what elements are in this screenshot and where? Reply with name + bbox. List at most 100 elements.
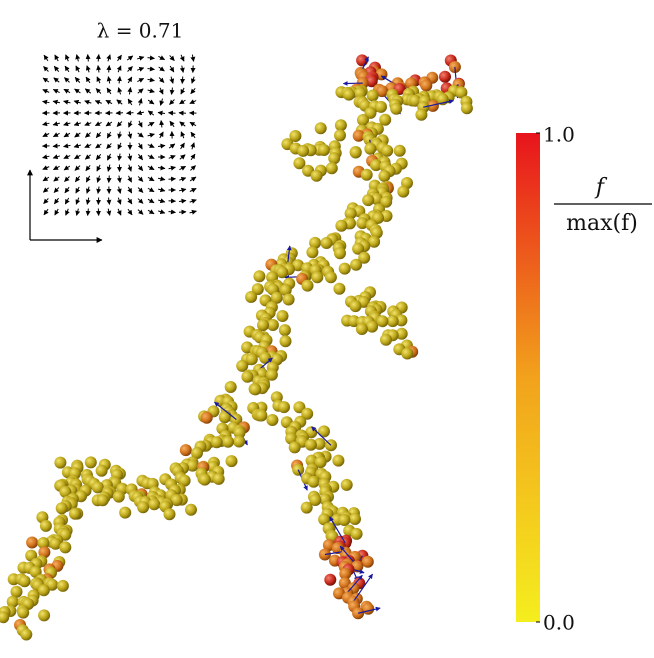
field-arrow [73,121,81,127]
field-arrow [168,155,176,160]
force-arrow [329,516,346,544]
field-arrow [127,66,133,72]
monomer [318,513,331,526]
field-arrow [137,132,144,138]
field-arrow [106,131,112,139]
field-arrow [64,186,70,194]
field-arrow [84,154,92,160]
monomer [304,438,317,451]
field-arrow [42,99,50,105]
monomer [253,270,266,283]
monomer [357,114,369,126]
monomer [311,271,324,284]
monomer [293,157,306,170]
field-arrow [137,66,145,72]
field-arrow [116,121,123,127]
monomer [259,351,272,364]
monomer [334,129,346,142]
field-arrow [137,153,143,161]
monomer [289,130,302,142]
monomer [200,411,213,424]
field-arrow [137,142,143,150]
field-arrow [116,54,122,62]
monomer [338,514,351,526]
field-arrow [137,176,144,182]
field-arrow [85,208,91,216]
tick-label: 0.0 [543,611,575,635]
field-arrow [96,65,102,73]
vector-field [42,54,197,216]
field-arrow [74,88,81,94]
monomer [266,319,279,331]
field-arrow [106,175,112,183]
monomer [366,320,379,333]
field-arrow [147,66,155,72]
field-arrow [106,143,112,149]
field-arrow [168,110,176,116]
field-arrow [52,154,60,160]
field-arrow [42,187,49,193]
field-arrow [64,197,70,205]
field-arrow [179,65,185,73]
monomer [245,353,258,366]
field-arrow [75,208,81,216]
monomer [270,291,283,304]
field-arrow [85,132,91,138]
field-arrow [189,209,197,215]
field-arrow [74,132,81,138]
monomer [314,456,327,469]
field-arrow [106,164,112,172]
field-arrow [63,132,71,138]
monomer [397,185,410,198]
monomer [38,546,51,559]
field-arrow [54,54,60,62]
field-arrow [137,198,144,204]
monomer [236,359,249,372]
monomer [370,159,382,172]
monomer [379,113,392,126]
field-arrow [95,88,102,94]
field-arrow [137,77,145,83]
field-arrow [52,99,61,105]
field-arrow [64,176,70,182]
field-arrow [158,55,166,61]
field-arrow [73,99,82,105]
monomer [17,606,30,619]
field-arrow [168,143,176,149]
tick-label: 1.0 [543,123,575,147]
field-arrow [158,87,164,95]
field-arrow [63,99,71,105]
field-arrow [147,198,155,204]
force-arrow [346,574,363,594]
field-arrow [74,175,81,183]
colorbar-label-numerator: f [594,175,608,200]
monomer [390,102,403,115]
field-arrow [63,165,71,171]
field-arrow [136,110,145,116]
monomer [333,587,345,600]
monomer [376,85,388,98]
monomer [278,324,291,337]
monomer [112,490,125,503]
field-arrow [106,87,112,95]
field-arrow [128,120,133,128]
monomer [84,456,97,469]
field-arrow [190,153,196,161]
monomer [26,536,39,549]
field-arrow [42,132,50,137]
monomer [249,383,262,396]
field-arrow [52,143,61,149]
monomer [37,537,50,549]
field-arrow [84,143,92,148]
field-arrow [42,176,50,182]
field-arrow [116,197,122,205]
monomer [350,527,363,540]
field-arrow [95,143,102,149]
field-arrow [190,76,196,84]
field-arrow [52,89,60,94]
monomer [335,219,348,232]
monomer [210,436,223,449]
field-arrow [53,77,60,83]
force-arrow [258,357,273,371]
force-arrow [357,606,381,614]
